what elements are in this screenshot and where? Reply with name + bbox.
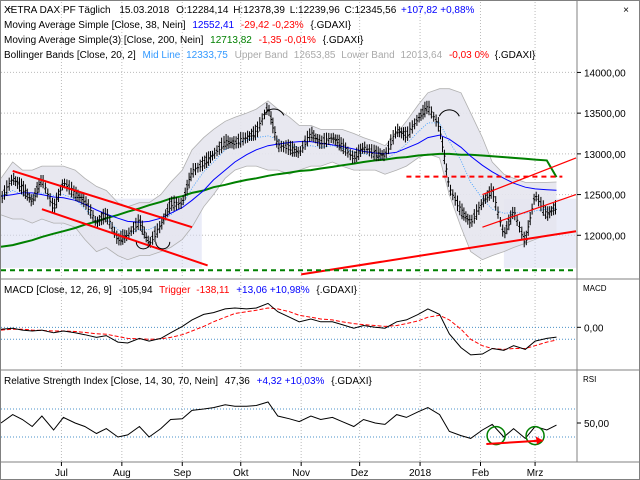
legend-price-open: O:12284,14 <box>176 5 229 16</box>
legend-bb-upper-label: Upper Band <box>235 50 288 61</box>
price-tick-label-0: 14000,00 <box>584 68 626 79</box>
x-tick-label-7: Feb <box>472 468 490 479</box>
pattern-marker-2 <box>263 108 285 116</box>
ma200-line <box>0 152 558 248</box>
bollinger-lower-line <box>0 153 557 261</box>
legend-ma200-name: Moving Average Simple(3) [Close, 200, Ne… <box>4 35 204 46</box>
legend-bb-change: -0,03 0% <box>449 50 489 61</box>
pattern-marker-1 <box>155 241 171 250</box>
legend-price-close: C:12345,56 <box>345 5 397 16</box>
legend-ma200-text: Moving Average Simple(3) [Close, 200, Ne… <box>4 35 364 46</box>
legend-macd-symbol: {.GDAXI} <box>316 285 357 296</box>
legend-ma38-value: 12552,41 <box>192 20 234 31</box>
macd-trigger-line <box>0 307 557 350</box>
x-tick-label-5: Dez <box>351 468 369 479</box>
legend-bb-mid: 12333,75 <box>186 50 228 61</box>
legend-bb-symbol: {.GDAXI} <box>495 50 536 61</box>
legend-rsi-text: Relative Strength Index [Close, 14, 30, … <box>4 376 372 387</box>
legend-price-low: L:12239,96 <box>290 5 340 16</box>
legend-macd-value: -105,94 <box>119 285 153 296</box>
legend-price-high: H:12378,39 <box>233 5 285 16</box>
x-axis-ticks: Jul Aug Sep Okt Nov Dez 2018 Feb Mrz <box>55 462 543 479</box>
close-button-bg[interactable] <box>618 2 634 16</box>
annotations <box>0 108 577 446</box>
legend-price-name: XETRA DAX PF Täglich <box>4 5 111 16</box>
close-button[interactable]: × <box>618 2 634 16</box>
pattern-marker-3 <box>438 109 460 117</box>
legend-ma200-change: -1,35 -0,01% <box>259 35 316 46</box>
legend-bb-lower: 12013,64 <box>400 50 442 61</box>
legend-price-text: XETRA DAX PF Täglich 15.03.2018 O:12284,… <box>4 5 475 16</box>
price-tick-label-3: 12500,00 <box>584 191 626 202</box>
ma38-line <box>0 134 557 223</box>
x-tick-label-4: Nov <box>292 468 310 479</box>
macd-tick-label-0: 0,00 <box>584 323 604 334</box>
price-tick-label-1: 13500,00 <box>584 109 626 120</box>
legend-ma200-symbol: {.GDAXI} <box>323 35 364 46</box>
uptrend-recent-line <box>301 230 577 276</box>
legend-rsi-value: 47,36 <box>225 376 250 387</box>
legend-ma38-symbol: {.GDAXI} <box>310 20 351 31</box>
legend-bb-name: Bollinger Bands [Close, 20, 2] <box>4 50 136 61</box>
price-tick-label-2: 13000,00 <box>584 150 626 161</box>
downtrend-upper-line <box>12 170 193 229</box>
pattern-marker-0 <box>135 241 151 250</box>
legend-bb-mid-label: Mid Line <box>143 50 181 61</box>
downtrend-lower-line <box>41 208 208 267</box>
rsi-axis-label: RSI <box>583 375 596 384</box>
legend-price-change: +107,82 +0,88% <box>401 5 475 16</box>
price-tick-label-4: 12000,00 <box>584 231 626 242</box>
close-icon[interactable]: × <box>623 5 629 16</box>
x-tick-label-0: Jul <box>55 468 68 479</box>
legend-bb-text: Bollinger Bands [Close, 20, 2] Mid Line … <box>4 50 536 61</box>
legend-rsi-symbol: {.GDAXI} <box>331 376 372 387</box>
legend-bb-upper: 12653,85 <box>294 50 336 61</box>
legend-macd-change: +13,06 +10,98% <box>236 285 310 296</box>
legend-ma200-value: 12713,82 <box>210 35 252 46</box>
uptrend-line <box>0 218 557 273</box>
macd-line <box>0 302 557 356</box>
bollinger-band-fill <box>1 88 557 260</box>
bollinger-mid-line <box>0 122 557 235</box>
x-tick-label-3: Okt <box>233 468 249 479</box>
rsi-marker-1 <box>525 425 545 446</box>
rsi-tick-label-0: 50,00 <box>584 419 609 430</box>
legend-macd-trigger-label: Trigger <box>159 285 191 296</box>
rsi-divergence-arrowhead <box>535 436 543 445</box>
legend-rsi-name: Relative Strength Index [Close, 14, 30, … <box>4 376 218 387</box>
legend-ma38-text: Moving Average Simple [Close, 38, Nein] … <box>4 20 352 31</box>
legend-macd-name: MACD [Close, 12, 26, 9] <box>4 285 112 296</box>
legend-rsi-change: +4,32 +10,03% <box>257 376 325 387</box>
legend-ma38-name: Moving Average Simple [Close, 38, Nein] <box>4 20 186 31</box>
legend-ma38-change: -29,42 -0,23% <box>241 20 304 31</box>
x-tick-label-8: Mrz <box>527 468 544 479</box>
legend-macd-text: MACD [Close, 12, 26, 9] -105,94 Trigger … <box>4 285 358 296</box>
channel-lower-line <box>482 194 577 228</box>
x-tick-label-6: 2018 <box>409 468 432 479</box>
legend-price-date: 15.03.2018 <box>119 5 169 16</box>
rsi-divergence-arrow <box>486 439 543 445</box>
legend-marker-1: ⌐ <box>8 4 13 13</box>
x-tick-label-1: Aug <box>113 468 131 479</box>
legend-price: XETRA DAX PF Täglich 15.03.2018 O:12284,… <box>4 4 536 61</box>
channel-upper-line <box>482 157 577 196</box>
rsi-line <box>0 401 557 440</box>
macd-axis-label: MACD <box>583 284 607 293</box>
y-axis-ticks: 14000,00 13500,00 13000,00 12500,00 12000,00… <box>577 68 626 430</box>
legend-bb-lower-label: Lower Band <box>341 50 394 61</box>
legend-macd-trigger: -138,11 <box>196 285 230 296</box>
x-tick-label-2: Sep <box>173 468 191 479</box>
rsi-marker-0 <box>486 425 506 446</box>
